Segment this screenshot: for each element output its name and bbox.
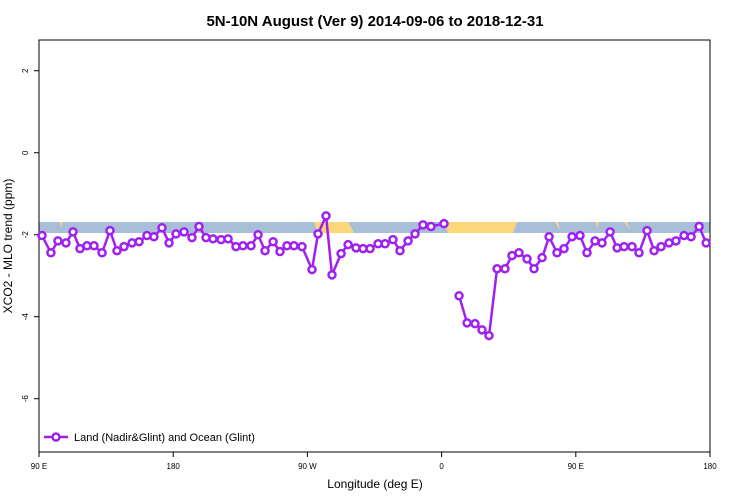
data-point	[268, 236, 278, 247]
data-point	[327, 270, 337, 280]
data-point	[253, 229, 263, 240]
data-point	[462, 318, 472, 328]
data-point	[544, 232, 554, 242]
data-point	[37, 230, 47, 241]
data-point	[522, 254, 532, 264]
data-point	[134, 236, 144, 247]
y-tick-label: -2	[21, 231, 30, 239]
data-point	[686, 232, 696, 242]
legend-label: Land (Nadir&Glint) and Ocean (Glint)	[74, 432, 255, 444]
data-point	[575, 230, 585, 241]
data-point	[559, 243, 569, 254]
data-point	[567, 232, 577, 242]
data-point	[477, 325, 487, 335]
chart-title: 5N-10N August (Ver 9) 2014-09-06 to 2018…	[206, 13, 543, 30]
data-point	[194, 221, 204, 232]
data-point	[537, 252, 547, 263]
data-point	[619, 241, 629, 252]
data-point	[492, 264, 502, 274]
data-point	[46, 248, 56, 258]
data-point	[343, 239, 353, 250]
data-point	[53, 236, 63, 246]
data-point	[313, 229, 323, 239]
data-point	[157, 223, 167, 233]
data-point	[694, 221, 704, 232]
plot-frame	[38, 39, 711, 453]
x-tick-label: 90 E	[31, 462, 47, 471]
data-point	[500, 264, 510, 274]
data-point	[89, 241, 99, 251]
x-tick-label: 180	[167, 462, 181, 471]
data-point	[403, 236, 413, 246]
x-tick-label: 0	[439, 462, 444, 471]
data-point	[365, 243, 375, 254]
data-point	[380, 238, 390, 249]
y-tick-label: 0	[21, 150, 30, 155]
data-point	[187, 232, 197, 243]
data-point	[307, 264, 317, 275]
data-point	[597, 238, 607, 248]
data-point	[529, 264, 539, 274]
land-ocean-band	[39, 222, 710, 233]
legend-marker	[51, 432, 61, 442]
data-point	[246, 241, 256, 251]
data-point	[582, 248, 592, 258]
data-point	[61, 238, 71, 248]
data-point	[97, 248, 107, 258]
data-point	[105, 225, 115, 236]
data-point	[275, 246, 285, 257]
x-tick-label: 180	[703, 462, 717, 471]
data-point	[149, 232, 159, 242]
data-point	[179, 227, 189, 237]
data-point	[470, 318, 480, 329]
data-point	[395, 245, 405, 256]
data-point	[410, 229, 420, 239]
data-point	[605, 227, 615, 237]
data-point	[426, 221, 436, 232]
x-tick-label: 90 E	[568, 462, 584, 471]
data-point	[656, 241, 666, 252]
data-point	[164, 238, 174, 248]
data-point	[514, 248, 524, 258]
data-point	[112, 245, 122, 256]
data-point	[119, 241, 129, 252]
data-point	[649, 245, 659, 256]
data-point	[388, 234, 398, 245]
data-point	[484, 330, 494, 341]
y-tick-label: -6	[21, 395, 30, 403]
data-point	[171, 229, 181, 239]
data-point	[289, 241, 299, 251]
data-point	[321, 211, 331, 221]
data-point	[223, 234, 233, 244]
x-tick-label: 90 W	[298, 462, 317, 471]
data-point	[439, 218, 449, 229]
y-axis-label: XCO2 - MLO trend (ppm)	[1, 179, 15, 314]
data-point	[68, 227, 78, 237]
y-tick-label: 2	[21, 68, 30, 73]
data-point	[336, 248, 346, 259]
data-point	[238, 241, 248, 251]
data-point	[454, 291, 464, 301]
data-point	[552, 248, 562, 258]
x-axis-label: Longitude (deg E)	[327, 477, 422, 491]
data-point	[418, 220, 428, 230]
data-point	[701, 238, 711, 248]
data-point	[297, 241, 307, 252]
data-point	[671, 236, 681, 246]
data-point	[208, 234, 218, 244]
data-point	[634, 248, 644, 258]
data-point	[260, 245, 270, 256]
data-point	[627, 241, 637, 252]
data-point	[642, 225, 652, 236]
y-tick-label: -4	[21, 313, 30, 321]
